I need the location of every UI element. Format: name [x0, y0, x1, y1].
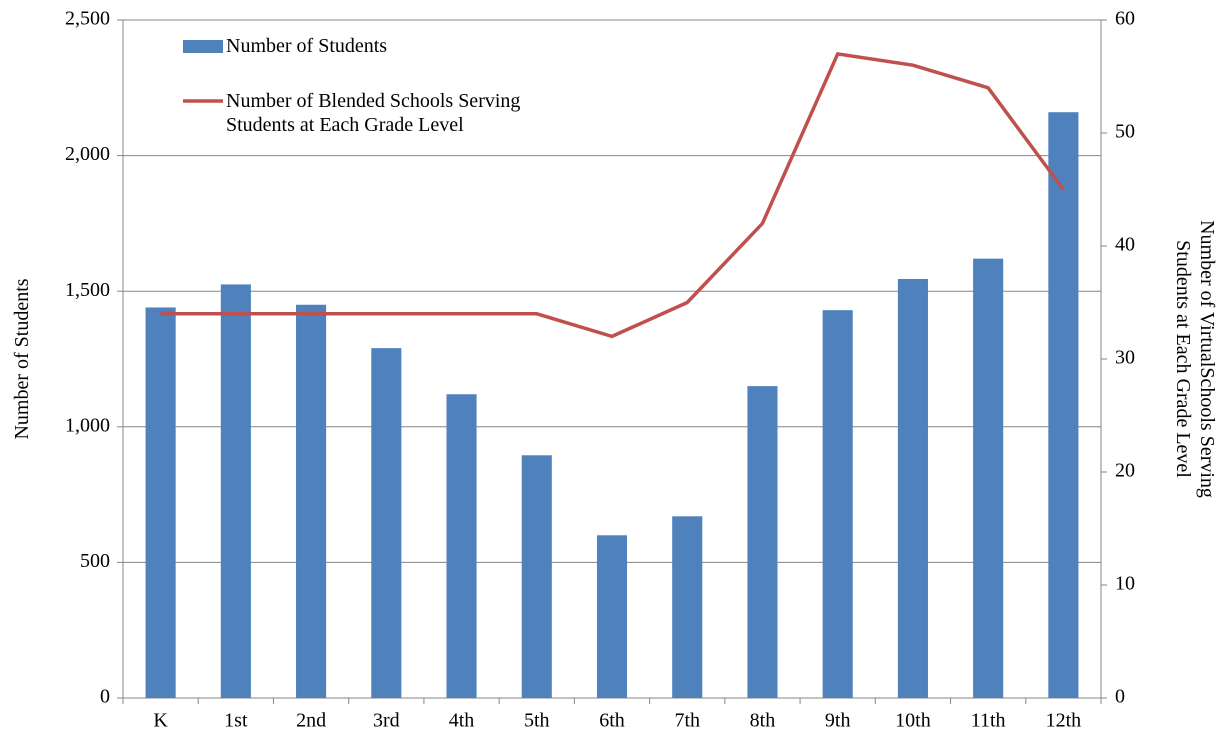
y-tick-label: 0: [100, 686, 110, 708]
x-tick-label: 1st: [224, 710, 248, 732]
x-tick-label: 9th: [825, 710, 851, 732]
y-tick-label: 1,500: [65, 279, 110, 301]
x-tick-label: K: [153, 710, 168, 732]
y-tick-label: 2,000: [65, 143, 110, 165]
y2-tick-label: 0: [1115, 686, 1125, 708]
bar: [220, 284, 251, 698]
bar: [296, 304, 327, 698]
y-tick-label: 1,000: [65, 414, 110, 436]
bar: [973, 258, 1004, 698]
y2-tick-label: 20: [1115, 460, 1135, 482]
x-tick-label: 6th: [599, 710, 625, 732]
bar: [521, 455, 552, 698]
x-tick-label: 11th: [971, 710, 1006, 732]
x-tick-label: 10th: [895, 710, 931, 732]
bar: [145, 307, 176, 698]
bar: [822, 310, 853, 698]
y2-tick-label: 50: [1115, 121, 1135, 143]
y2-tick-label: 60: [1115, 8, 1135, 30]
y2-tick-label: 30: [1115, 347, 1135, 369]
bar: [1048, 112, 1079, 698]
bar: [446, 394, 477, 698]
legend-label: Number of Students: [226, 35, 388, 57]
legend-label: Number of Blended Schools Serving Studen…: [226, 90, 521, 136]
x-tick-label: 12th: [1046, 710, 1082, 732]
x-tick-label: 7th: [674, 710, 700, 732]
y-axis-title: Number of Students: [11, 278, 33, 440]
x-tick-label: 3rd: [373, 710, 400, 732]
bar: [747, 386, 778, 698]
y2-tick-label: 10: [1115, 573, 1135, 595]
y-tick-label: 500: [80, 550, 110, 572]
y-tick-label: 2,500: [65, 8, 110, 30]
bar: [672, 516, 703, 698]
y2-tick-label: 40: [1115, 234, 1135, 256]
bar: [371, 348, 402, 698]
x-tick-label: 2nd: [296, 710, 326, 732]
line: [160, 51, 1065, 339]
x-tick-label: 5th: [524, 710, 550, 732]
bar: [596, 535, 628, 698]
y2-axis-title: Number of VirtualSchools Serving Student…: [1172, 220, 1218, 498]
bar: [897, 278, 928, 698]
x-tick-label: 8th: [750, 710, 776, 732]
x-tick-label: 4th: [449, 710, 475, 732]
legend-swatch: [183, 40, 223, 53]
